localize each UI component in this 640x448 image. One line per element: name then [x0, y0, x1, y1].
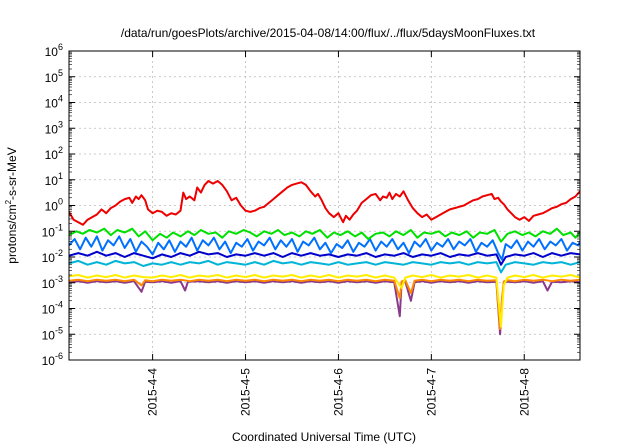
series-group — [69, 180, 580, 336]
y-axis-label-base: protons/cm — [5, 204, 19, 263]
y-tick-label: 105 — [45, 68, 63, 85]
y-tick-label: 10-1 — [42, 222, 63, 239]
y-tick-label: 102 — [45, 145, 63, 162]
x-axis-label: Coordinated Universal Time (UTC) — [232, 430, 416, 444]
plot-area — [69, 180, 580, 336]
y-tick-label: 106 — [45, 42, 63, 59]
y-tick-label: 10-2 — [42, 248, 63, 265]
y-tick-label: 104 — [45, 94, 63, 111]
series-line-1 — [69, 180, 580, 226]
y-axis-label-superscript: 2 — [4, 199, 13, 204]
series-line-4 — [69, 250, 580, 266]
x-tick-label: 2015-4-4 — [146, 368, 160, 416]
y-axis-label-rest: -s-sr-MeV — [5, 147, 19, 200]
x-tick-label: 2015-4-7 — [424, 368, 438, 416]
y-tick-label: 101 — [45, 171, 63, 188]
y-tick-label: 10-3 — [42, 274, 63, 291]
series-line-2 — [69, 227, 580, 243]
y-tick-label: 100 — [45, 197, 63, 214]
y-tick-label: 10-5 — [42, 325, 63, 342]
x-tick-label: 2015-4-5 — [239, 368, 253, 416]
y-tick-label: 10-6 — [42, 351, 63, 368]
x-tick-label: 2015-4-8 — [517, 368, 531, 416]
series-line-6 — [69, 274, 580, 328]
series-line-3 — [69, 235, 580, 261]
y-tick-label: 10-4 — [42, 300, 63, 317]
chart-title: /data/run/goesPlots/archive/2015-04-08/1… — [121, 26, 536, 40]
y-axis-label: protons/cm2-s-sr-MeV — [4, 147, 19, 263]
x-axis: 2015-4-4 2015-4-5 2015-4-6 2015-4-7 2015-4-8 — [146, 51, 531, 416]
x-tick-label: 2015-4-6 — [331, 368, 345, 416]
y-axis: 10-6 10-5 10-4 10-3 10-2 10-1 100 101 102 103 104 1… — [42, 42, 580, 368]
series-line-5 — [69, 259, 580, 274]
y-tick-label: 103 — [45, 119, 63, 136]
